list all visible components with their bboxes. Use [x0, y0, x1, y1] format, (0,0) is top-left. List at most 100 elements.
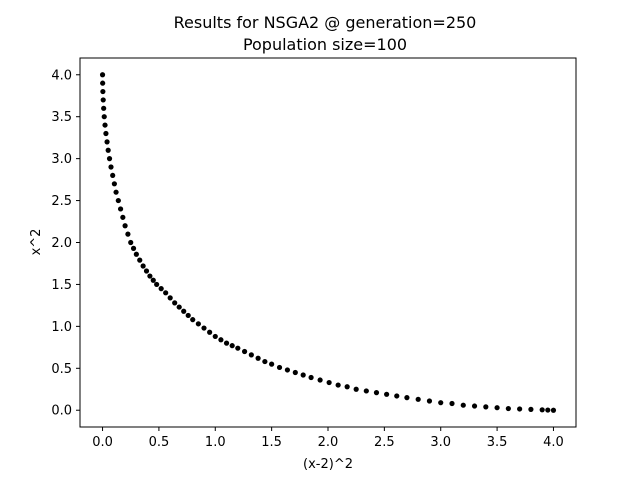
y-tick-label: 4.0 [51, 68, 72, 83]
x-tick-label: 3.0 [430, 435, 451, 450]
data-point [147, 273, 153, 279]
data-point [308, 374, 314, 381]
x-tick-label: 4.0 [543, 435, 564, 450]
data-point [438, 400, 444, 406]
data-point [201, 325, 207, 331]
data-point [172, 300, 178, 306]
data-points [99, 72, 557, 413]
data-point [167, 295, 173, 301]
data-point [212, 333, 218, 340]
data-point [269, 361, 275, 367]
data-point [122, 223, 128, 229]
data-point [373, 390, 380, 396]
x-tick-label: 0.5 [149, 435, 170, 450]
data-point [404, 395, 410, 401]
data-point [255, 355, 261, 361]
data-point [344, 384, 350, 390]
data-point [103, 130, 109, 137]
x-tick-label: 0.0 [92, 435, 113, 450]
data-point [539, 407, 545, 413]
data-point [181, 308, 187, 314]
data-point [99, 72, 106, 78]
data-point [104, 139, 110, 145]
data-point [154, 281, 160, 288]
data-point [394, 393, 400, 399]
data-point [150, 277, 156, 283]
x-tick-label: 1.5 [261, 435, 282, 450]
data-point [326, 379, 332, 386]
data-point [115, 197, 121, 204]
data-point [185, 312, 191, 319]
data-point [130, 245, 137, 251]
data-point [415, 396, 421, 402]
data-point [207, 329, 213, 335]
x-tick-label: 3.5 [487, 435, 508, 450]
y-tick-label: 3.0 [51, 152, 72, 167]
x-axis-label: (x-2)^2 [303, 457, 353, 472]
data-point [190, 317, 196, 323]
data-point [111, 181, 117, 187]
data-point [143, 268, 150, 274]
data-point [100, 80, 106, 86]
y-tick-label: 0.5 [51, 362, 72, 377]
chart-title-line2: Population size=100 [243, 35, 407, 54]
y-axis-ticks: 0.0 0.5 1.0 1.5 2.0 2.5 3.0 3.5 4.0 [51, 68, 80, 419]
data-point [460, 402, 466, 408]
data-point [128, 239, 134, 246]
data-point [426, 398, 433, 404]
data-point [117, 206, 124, 212]
data-point [545, 407, 551, 413]
data-point [235, 345, 241, 351]
data-point [483, 404, 489, 410]
data-point [101, 114, 107, 120]
data-point [262, 358, 268, 365]
x-axis-ticks: 0.0 0.5 1.0 1.5 2.0 2.5 3.0 3.5 4.0 [92, 427, 564, 450]
data-point [133, 251, 139, 257]
data-point [276, 364, 283, 371]
y-tick-label: 2.0 [51, 236, 72, 251]
x-tick-label: 1.0 [205, 435, 226, 450]
data-point [248, 352, 254, 358]
data-point [528, 406, 534, 412]
data-point [449, 400, 455, 407]
y-tick-label: 3.5 [51, 110, 72, 125]
x-tick-label: 2.5 [374, 435, 395, 450]
data-point [176, 304, 182, 310]
data-point [505, 405, 511, 412]
chart-title-line1: Results for NSGA2 @ generation=250 [174, 13, 477, 32]
data-point [363, 388, 369, 394]
data-point [550, 407, 557, 413]
y-tick-label: 1.0 [51, 320, 72, 335]
data-point [110, 172, 116, 179]
data-point [100, 97, 106, 103]
plot-area [79, 57, 577, 428]
data-point [317, 377, 323, 383]
data-point [108, 164, 114, 170]
data-point [218, 337, 224, 343]
data-point [384, 391, 390, 397]
data-point [335, 382, 341, 388]
data-point [113, 189, 119, 195]
data-point [125, 231, 131, 237]
data-point [229, 343, 235, 349]
data-point [106, 156, 113, 162]
data-point [284, 367, 291, 373]
data-point [158, 286, 164, 292]
data-point [517, 406, 523, 412]
y-tick-label: 1.5 [51, 278, 72, 293]
data-point [101, 105, 107, 111]
data-point [195, 321, 201, 327]
data-point [223, 340, 230, 346]
data-point [292, 369, 298, 376]
y-axis-label: x^2 [29, 229, 44, 256]
x-tick-label: 2.0 [318, 435, 339, 450]
data-point [102, 122, 108, 128]
data-point [140, 263, 146, 269]
y-tick-label: 0.0 [51, 404, 72, 419]
data-point [105, 147, 111, 153]
data-point [471, 403, 478, 409]
data-point [241, 348, 248, 355]
data-point [494, 405, 500, 411]
data-point [163, 290, 169, 296]
